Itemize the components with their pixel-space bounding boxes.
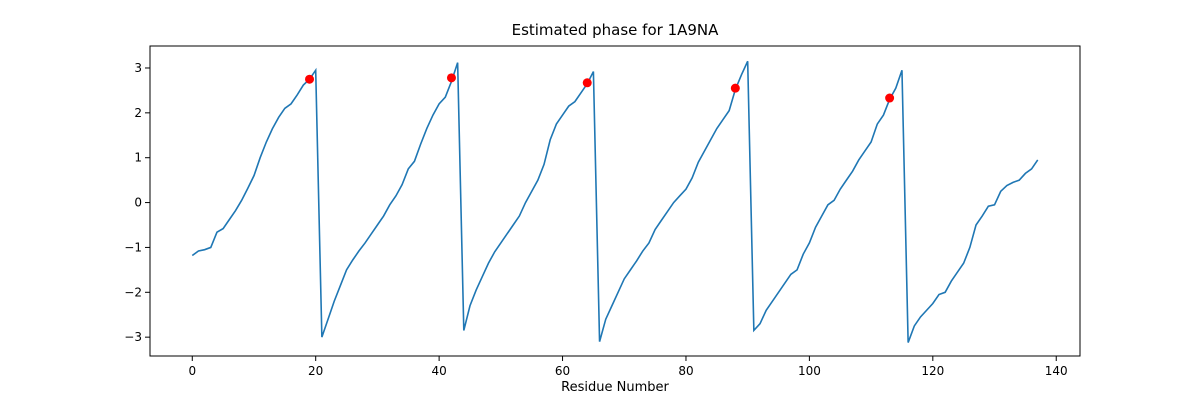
x-tick-label: 120 [921, 364, 944, 378]
y-tick-label: −2 [124, 285, 142, 299]
y-tick-label: 3 [134, 61, 142, 75]
marker-point [582, 78, 592, 88]
marker-point [730, 83, 740, 93]
x-tick-label: 80 [678, 364, 693, 378]
x-tick-label: 100 [798, 364, 821, 378]
x-tick-label: 20 [308, 364, 323, 378]
marker-point [885, 93, 895, 103]
y-tick-label: 0 [134, 196, 142, 210]
y-tick-label: −3 [124, 330, 142, 344]
chart-title: Estimated phase for 1A9NA [512, 21, 720, 39]
x-tick-label: 60 [555, 364, 570, 378]
marker-point [305, 74, 315, 84]
y-tick-label: −1 [124, 240, 142, 254]
plot-frame [149, 45, 1081, 357]
y-tick-label: 2 [134, 106, 142, 120]
x-tick-label: 0 [188, 364, 196, 378]
x-tick-label: 40 [431, 364, 446, 378]
y-tick-label: 1 [134, 151, 142, 165]
x-axis-label: Residue Number [561, 380, 669, 395]
marker-point [446, 73, 456, 83]
x-tick-label: 140 [1045, 364, 1068, 378]
series-line [191, 60, 1039, 343]
